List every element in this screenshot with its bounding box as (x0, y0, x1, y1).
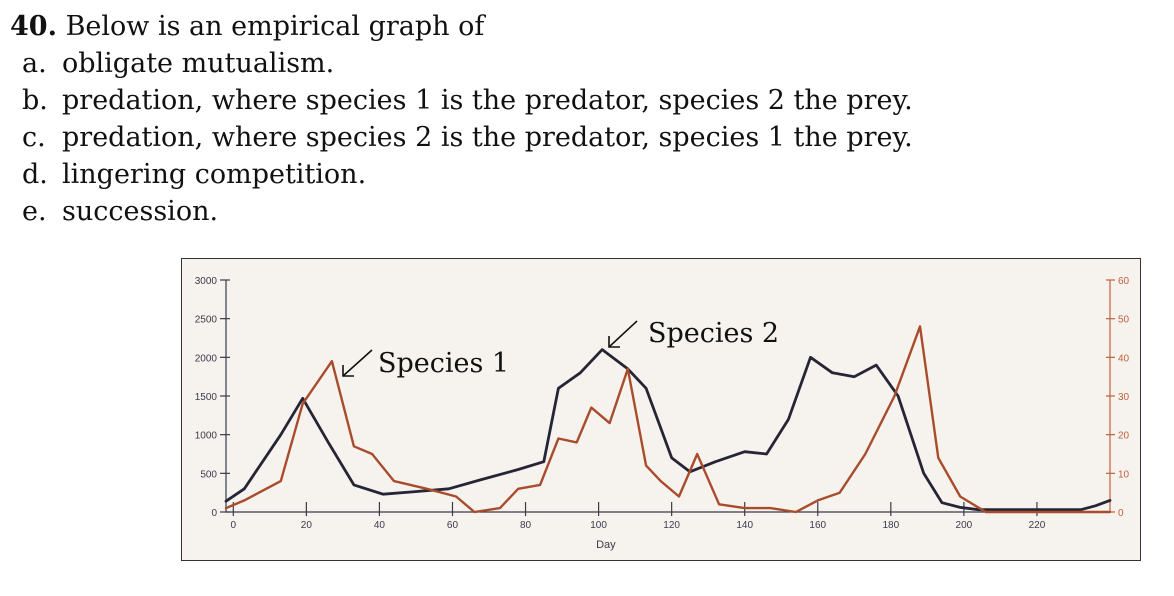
species-1-arrowhead (342, 365, 354, 377)
option-letter: b. (22, 85, 48, 116)
x-tick-label: 140 (736, 520, 753, 531)
option-b: b. predation, where species 1 is the pred… (10, 82, 913, 119)
x-tick-label: 200 (956, 520, 973, 531)
right-y-tick-label: 10 (1118, 469, 1130, 480)
option-letter: d. (22, 159, 48, 190)
left-y-tick-label: 1000 (195, 431, 218, 442)
right-y-tick-label: 50 (1118, 315, 1130, 326)
option-text: predation, where species 2 is the predat… (62, 122, 913, 153)
chart-series-layer (224, 325, 1112, 514)
option-d: d. lingering competition. (10, 156, 913, 193)
question-stem: Below is an empirical graph of (65, 11, 485, 42)
option-text: obligate mutualism. (62, 48, 335, 79)
left-y-tick-label: 2500 (195, 315, 218, 326)
chart-annotations: Species 1 Species 2 (342, 318, 779, 379)
species-1-arrow (342, 349, 373, 377)
x-tick-label: 220 (1029, 520, 1046, 531)
species-2-label: Species 2 (648, 318, 779, 349)
x-axis-label: Day (596, 539, 616, 551)
option-text: succession. (62, 196, 219, 227)
x-tick-label: 100 (590, 520, 607, 531)
left-y-tick-label: 3000 (195, 276, 218, 287)
option-text: lingering competition. (62, 159, 367, 190)
population-graph-figure: 0 500 1000 1500 2000 2500 3000 0 10 20 30 40 50 60 0 20… (181, 258, 1141, 561)
option-letter: a. (22, 48, 47, 79)
left-y-tick-label: 500 (200, 469, 217, 480)
x-tick-label: 120 (663, 520, 680, 531)
right-y-tick-label: 60 (1118, 276, 1130, 287)
option-text: predation, where species 1 is the predat… (62, 85, 913, 116)
species-2-arrow (608, 320, 638, 348)
right-y-tick-label: 30 (1118, 392, 1130, 403)
x-tick-label: 60 (447, 520, 459, 531)
right-y-tick-label: 40 (1118, 353, 1130, 364)
chart-axes: 0 500 1000 1500 2000 2500 3000 0 10 20 30 40 50 60 0 20… (195, 276, 1130, 551)
x-tick-label: 160 (809, 520, 826, 531)
left-y-tick-label: 1500 (195, 392, 218, 403)
left-y-tick-label: 0 (211, 508, 217, 519)
left-y-tick-label: 2000 (195, 353, 218, 364)
option-a: a. obligate mutualism. (10, 45, 913, 82)
population-line-chart: 0 500 1000 1500 2000 2500 3000 0 10 20 30 40 50 60 0 20… (195, 276, 1130, 551)
right-y-tick-label: 0 (1118, 508, 1124, 519)
x-tick-label: 40 (374, 520, 386, 531)
species-2-arrowhead (608, 336, 620, 348)
x-tick-label: 20 (301, 520, 313, 531)
question-number: 40. (10, 11, 57, 42)
question: 40. Below is an empirical graph of a. obl… (10, 8, 913, 230)
species-1-line (224, 325, 1112, 514)
right-y-tick-label: 20 (1118, 431, 1130, 442)
x-tick-label: 80 (520, 520, 532, 531)
option-e: e. succession. (10, 193, 913, 230)
species-1-label: Species 1 (378, 348, 509, 379)
question-stem-line: 40. Below is an empirical graph of (10, 8, 913, 45)
option-c: c. predation, where species 2 is the pred… (10, 119, 913, 156)
option-letter: e. (22, 196, 47, 227)
option-letter: c. (22, 122, 46, 153)
x-tick-label: 0 (231, 520, 237, 531)
x-tick-label: 180 (882, 520, 899, 531)
